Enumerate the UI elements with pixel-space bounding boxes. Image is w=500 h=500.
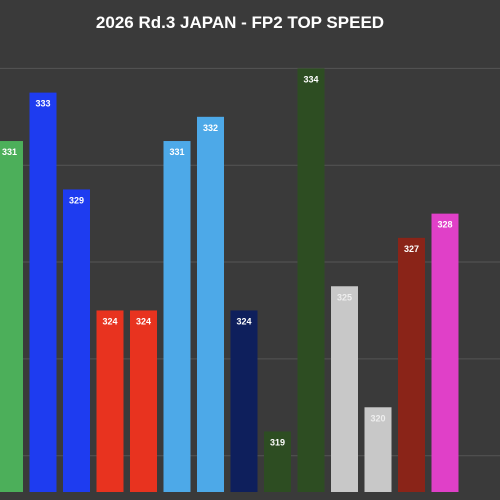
bar-8	[230, 310, 258, 492]
bar-value-label-4: 324	[102, 316, 117, 326]
bar-value-label-12: 320	[370, 413, 385, 423]
bar-value-label-6: 331	[169, 147, 184, 157]
bars	[0, 68, 459, 493]
bar-value-labels: 331 333 329 324 324 331 332 324 319 334 325 320 327 3…	[2, 74, 453, 447]
bar-7	[197, 116, 224, 493]
bar-value-label-9: 319	[270, 437, 285, 447]
bar-value-label-14: 328	[437, 220, 452, 230]
bar-value-label-2: 333	[35, 99, 50, 109]
bar-9	[264, 431, 291, 492]
bar-4	[96, 310, 124, 492]
chart-title: 2026 Rd.3 JAPAN - FP2 TOP SPEED	[96, 13, 384, 32]
bar-1	[0, 141, 23, 492]
bar-value-label-3: 329	[69, 195, 84, 205]
bar-value-label-13: 327	[404, 244, 419, 254]
bar-6	[163, 141, 191, 492]
bar-value-label-5: 324	[136, 316, 151, 326]
bar-5	[130, 310, 157, 492]
bar-10	[297, 68, 325, 493]
bar-value-label-1: 331	[2, 147, 17, 157]
bar-12	[364, 407, 392, 492]
bar-value-label-8: 324	[236, 316, 251, 326]
bar-14	[431, 213, 459, 492]
bar-11	[331, 286, 358, 492]
bar-value-label-11: 325	[337, 292, 352, 302]
bar-13	[398, 237, 425, 492]
bar-3	[63, 189, 90, 492]
bar-2	[29, 92, 57, 492]
bar-value-label-7: 332	[203, 123, 218, 133]
bar-value-label-10: 334	[303, 74, 318, 84]
